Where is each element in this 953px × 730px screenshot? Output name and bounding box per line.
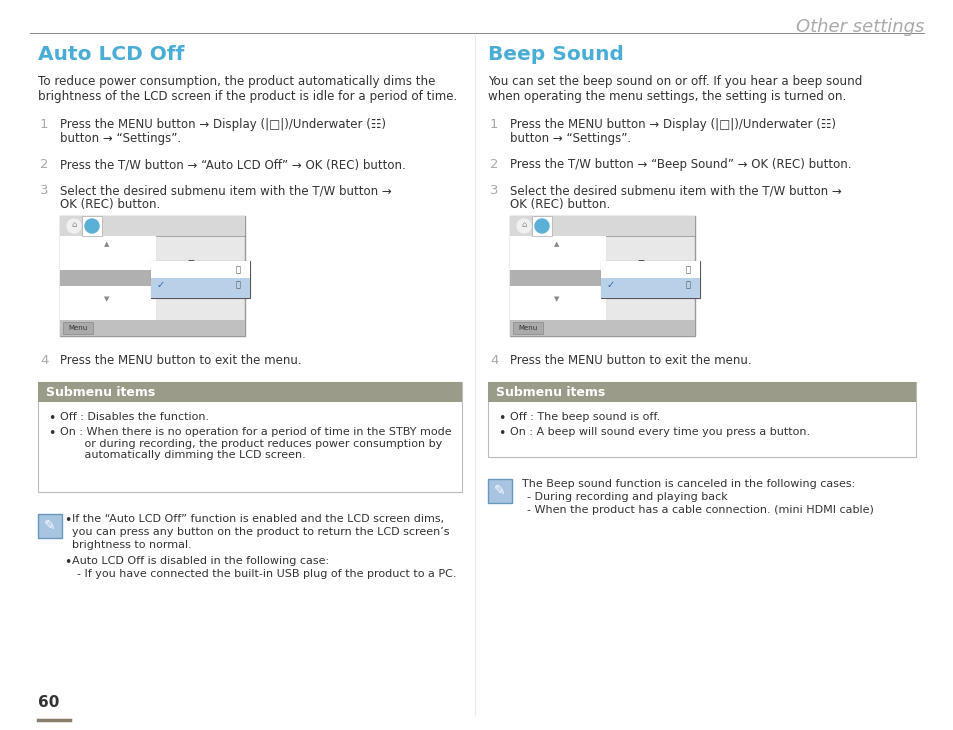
Bar [151, 261, 250, 298]
Text: 1: 1 [40, 118, 49, 131]
Text: Submenu items: Submenu items [46, 386, 155, 399]
Text: ⎘: ⎘ [235, 265, 241, 274]
Text: •: • [48, 427, 55, 440]
Circle shape [517, 219, 531, 233]
Bar [488, 382, 915, 402]
Text: 3: 3 [490, 184, 498, 197]
Text: ▼: ▼ [104, 296, 110, 302]
Bar [38, 382, 461, 492]
Text: On : A beep will sound every time you press a button.: On : A beep will sound every time you pr… [510, 427, 809, 437]
Text: ▲: ▲ [104, 241, 110, 247]
Text: brightness of the LCD screen if the product is idle for a period of time.: brightness of the LCD screen if the prod… [38, 90, 456, 103]
Bar [510, 320, 695, 336]
Text: OK (REC) button.: OK (REC) button. [60, 198, 160, 211]
Text: Press the MENU button to exit the menu.: Press the MENU button to exit the menu. [60, 354, 301, 367]
Bar [151, 278, 250, 298]
Bar [600, 261, 700, 298]
Text: The Beep sound function is canceled in the following cases:: The Beep sound function is canceled in t… [521, 479, 854, 489]
Text: Auto LCD Off: Auto LCD Off [38, 45, 184, 64]
Text: 60: 60 [38, 695, 59, 710]
Bar [600, 278, 700, 298]
Bar [532, 216, 552, 236]
Text: ⬣: ⬣ [186, 259, 197, 272]
Text: •: • [48, 412, 55, 425]
Text: •: • [497, 412, 505, 425]
Text: Press the T/W button → “Beep Sound” → OK (REC) button.: Press the T/W button → “Beep Sound” → OK… [510, 158, 851, 171]
Text: brightness to normal.: brightness to normal. [71, 540, 192, 550]
Text: ✓: ✓ [605, 280, 614, 290]
Bar [513, 322, 542, 334]
Text: Menu: Menu [517, 325, 537, 331]
Text: Submenu items: Submenu items [496, 386, 604, 399]
Bar [38, 382, 461, 402]
Bar [488, 479, 512, 503]
Text: - If you have connected the built-in USB plug of the product to a PC.: - If you have connected the built-in USB… [77, 569, 456, 579]
Text: 3: 3 [40, 184, 49, 197]
Text: ⎘: ⎘ [235, 280, 241, 289]
Text: You can set the beep sound on or off. If you hear a beep sound: You can set the beep sound on or off. If… [488, 75, 862, 88]
Bar [510, 216, 695, 336]
Text: Press the MENU button → Display (|□|)/Underwater (☷): Press the MENU button → Display (|□|)/Un… [510, 118, 835, 131]
Bar [488, 382, 915, 457]
Bar [600, 261, 700, 278]
Text: ⌂: ⌂ [520, 220, 526, 229]
Text: 2: 2 [40, 158, 49, 171]
Text: ⌂: ⌂ [71, 220, 76, 229]
Text: To reduce power consumption, the product automatically dims the: To reduce power consumption, the product… [38, 75, 435, 88]
Text: On : When there is no operation for a period of time in the STBY mode
       or : On : When there is no operation for a pe… [60, 427, 451, 460]
Bar [38, 514, 62, 538]
Text: OK (REC) button.: OK (REC) button. [510, 198, 610, 211]
Text: If the “Auto LCD Off” function is enabled and the LCD screen dims,: If the “Auto LCD Off” function is enable… [71, 514, 444, 524]
Text: •: • [64, 514, 71, 527]
Text: - When the product has a cable connection. (mini HDMI cable): - When the product has a cable connectio… [526, 505, 873, 515]
Bar [63, 322, 92, 334]
Text: button → “Settings”.: button → “Settings”. [60, 132, 181, 145]
Text: Other settings: Other settings [795, 18, 923, 36]
Bar [151, 261, 250, 278]
Text: Select the desired submenu item with the T/W button →: Select the desired submenu item with the… [510, 184, 841, 197]
Text: ▲: ▲ [554, 241, 558, 247]
Text: Beep Sound: Beep Sound [488, 45, 623, 64]
Bar [60, 216, 245, 236]
Text: •: • [497, 427, 505, 440]
Circle shape [67, 219, 81, 233]
Text: 2: 2 [490, 158, 498, 171]
Text: 4: 4 [40, 354, 49, 367]
Text: ✓: ✓ [156, 280, 164, 290]
Text: ⎘: ⎘ [685, 280, 690, 289]
Text: ▼: ▼ [554, 296, 558, 302]
Text: when operating the menu settings, the setting is turned on.: when operating the menu settings, the se… [488, 90, 845, 103]
Bar [510, 236, 605, 320]
Bar [510, 236, 605, 253]
Text: 1: 1 [490, 118, 498, 131]
Text: button → “Settings”.: button → “Settings”. [510, 132, 631, 145]
Text: 4: 4 [490, 354, 497, 367]
Text: Menu: Menu [69, 325, 88, 331]
Text: - During recording and playing back: - During recording and playing back [526, 492, 727, 502]
Bar [60, 216, 245, 336]
Circle shape [85, 219, 99, 233]
Text: Press the T/W button → “Auto LCD Off” → OK (REC) button.: Press the T/W button → “Auto LCD Off” → … [60, 158, 405, 171]
Text: Off : Disables the function.: Off : Disables the function. [60, 412, 209, 422]
Text: Off : The beep sound is off.: Off : The beep sound is off. [510, 412, 659, 422]
Bar [60, 320, 245, 336]
Text: Press the MENU button → Display (|□|)/Underwater (☷): Press the MENU button → Display (|□|)/Un… [60, 118, 386, 131]
Text: you can press any button on the product to return the LCD screen’s: you can press any button on the product … [71, 527, 449, 537]
Bar [510, 269, 605, 286]
Text: ⎘: ⎘ [685, 265, 690, 274]
Text: ✎: ✎ [494, 484, 505, 498]
Text: Press the MENU button to exit the menu.: Press the MENU button to exit the menu. [510, 354, 751, 367]
Text: ⬣: ⬣ [636, 259, 646, 272]
Bar [60, 236, 156, 253]
Text: ✎: ✎ [44, 519, 56, 533]
Bar [60, 236, 156, 320]
Bar [60, 269, 156, 286]
Text: Auto LCD Off is disabled in the following case:: Auto LCD Off is disabled in the followin… [71, 556, 329, 566]
Text: Select the desired submenu item with the T/W button →: Select the desired submenu item with the… [60, 184, 392, 197]
Bar [510, 216, 695, 236]
Circle shape [535, 219, 548, 233]
Bar [82, 216, 102, 236]
Text: •: • [64, 556, 71, 569]
